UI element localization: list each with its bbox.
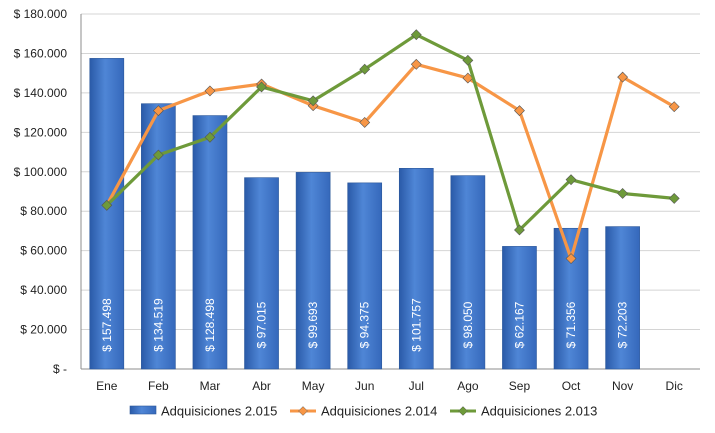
x-tick-label: Ago (457, 379, 479, 393)
bar (605, 226, 640, 370)
y-tick-label: $ 80.000 (20, 204, 67, 218)
x-tick-label: May (302, 379, 325, 393)
y-tick-label: $ 120.000 (14, 125, 68, 139)
legend-label: Adquisiciones 2.014 (321, 404, 437, 419)
bar (398, 168, 434, 370)
bar (89, 58, 125, 370)
x-tick-label: Jul (409, 379, 424, 393)
legend-label: Adquisiciones 2.013 (481, 404, 597, 419)
bar-data-label: $ 99.693 (306, 301, 320, 348)
series-point (204, 131, 216, 143)
series-point (152, 149, 164, 161)
legend-marker (298, 406, 308, 416)
bar-data-label: $ 72.203 (616, 301, 630, 348)
bar (244, 177, 279, 370)
series-point (462, 54, 474, 66)
legend: Adquisiciones 2.015 Adquisiciones 2.014 Ad… (129, 404, 597, 419)
series-point (617, 71, 629, 83)
bar (502, 246, 537, 370)
bar (192, 115, 228, 370)
x-axis: Ene Feb Mar Abr May Jun Jul Ago Sep Oct Nov Dic (96, 379, 683, 393)
bar (347, 182, 383, 370)
bar-data-label: $ 97.015 (255, 301, 269, 348)
x-tick-label: Abr (252, 379, 271, 393)
legend-marker (458, 406, 468, 416)
grid (81, 13, 700, 370)
series-point (668, 192, 680, 204)
x-tick-label: Oct (562, 379, 581, 393)
bar-data-label: $ 71.356 (564, 301, 578, 348)
bar-data-label: $ 101.757 (409, 298, 423, 352)
bar-data-label: $ 62.167 (512, 301, 526, 348)
series-line (105, 33, 675, 232)
legend-swatch (129, 405, 157, 415)
series-point (617, 188, 629, 199)
bar-data-label: $ 94.375 (358, 301, 372, 348)
line-series (101, 29, 680, 264)
bar (553, 227, 589, 370)
x-tick-label: Mar (200, 379, 221, 393)
series-point (565, 253, 577, 264)
bar (450, 175, 486, 370)
bar-series (89, 58, 640, 370)
x-tick-label: Dic (666, 379, 683, 393)
series-point (256, 81, 267, 93)
series-line (105, 62, 676, 261)
series-point (307, 95, 319, 107)
x-tick-label: Jun (355, 379, 374, 393)
legend-label: Adquisiciones 2.015 (161, 404, 277, 419)
y-tick-label: $ 40.000 (20, 283, 67, 297)
y-tick-label: $ - (53, 362, 67, 376)
series-point (668, 101, 680, 113)
series-point (101, 199, 113, 211)
series-point (359, 117, 371, 128)
series-point (152, 105, 164, 117)
series-point (514, 105, 525, 117)
bar-data-label: $ 128.498 (203, 298, 217, 352)
series-point (359, 63, 371, 75)
bar-data-label: $ 157.498 (100, 298, 114, 352)
series-point (410, 58, 422, 70)
y-tick-label: $ 180.000 (14, 7, 68, 21)
x-tick-label: Feb (148, 379, 169, 393)
y-tick-label: $ 160.000 (14, 46, 68, 60)
x-tick-label: Sep (509, 379, 531, 393)
bar (141, 103, 176, 370)
y-axis: $ - $ 20.000 $ 40.000 $ 60.000 $ 80.000 $ 100… (14, 7, 82, 376)
y-tick-label: $ 140.000 (14, 86, 68, 100)
y-tick-label: $ 100.000 (14, 165, 68, 179)
series-point (410, 29, 422, 41)
series-point (204, 85, 216, 97)
series-point (514, 224, 525, 236)
bar-labels: $ 157.498 $ 134.519 $ 128.498 $ 97.015 $ 99.… (100, 298, 630, 352)
series-point (565, 174, 577, 186)
bar (295, 172, 331, 370)
x-tick-label: Ene (96, 379, 118, 393)
bar-data-label: $ 98.050 (461, 301, 475, 348)
y-tick-label: $ 60.000 (20, 244, 67, 258)
y-tick-label: $ 20.000 (20, 323, 67, 337)
x-tick-label: Nov (612, 379, 633, 393)
bar-data-label: $ 134.519 (151, 298, 165, 352)
